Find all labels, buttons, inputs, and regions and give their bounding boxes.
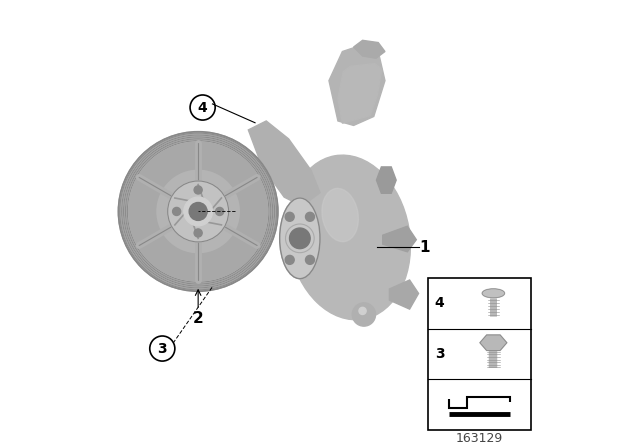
Circle shape (189, 202, 207, 220)
Text: 163129: 163129 (456, 431, 503, 445)
Text: 4: 4 (198, 100, 207, 115)
Polygon shape (353, 40, 385, 58)
Polygon shape (248, 121, 320, 206)
Polygon shape (376, 167, 396, 193)
Text: 3: 3 (157, 341, 167, 356)
Ellipse shape (322, 189, 358, 241)
Text: 1: 1 (419, 240, 429, 255)
Circle shape (173, 207, 180, 215)
Text: 2: 2 (193, 311, 204, 327)
Circle shape (216, 207, 224, 215)
Circle shape (184, 197, 212, 226)
Circle shape (352, 303, 376, 326)
Ellipse shape (288, 155, 410, 320)
Ellipse shape (482, 289, 504, 298)
Circle shape (194, 186, 202, 194)
Circle shape (305, 212, 314, 221)
Polygon shape (480, 335, 507, 350)
Circle shape (285, 212, 294, 221)
Text: 3: 3 (435, 347, 444, 361)
Polygon shape (383, 226, 417, 252)
Polygon shape (329, 45, 385, 125)
Polygon shape (389, 280, 419, 309)
Ellipse shape (280, 198, 320, 279)
Circle shape (305, 255, 314, 264)
Circle shape (285, 255, 294, 264)
Circle shape (194, 229, 202, 237)
Circle shape (289, 228, 310, 249)
Text: 4: 4 (435, 296, 445, 310)
Circle shape (118, 132, 278, 291)
Circle shape (168, 181, 228, 242)
Polygon shape (338, 64, 382, 123)
FancyBboxPatch shape (428, 278, 531, 430)
Circle shape (359, 307, 366, 314)
